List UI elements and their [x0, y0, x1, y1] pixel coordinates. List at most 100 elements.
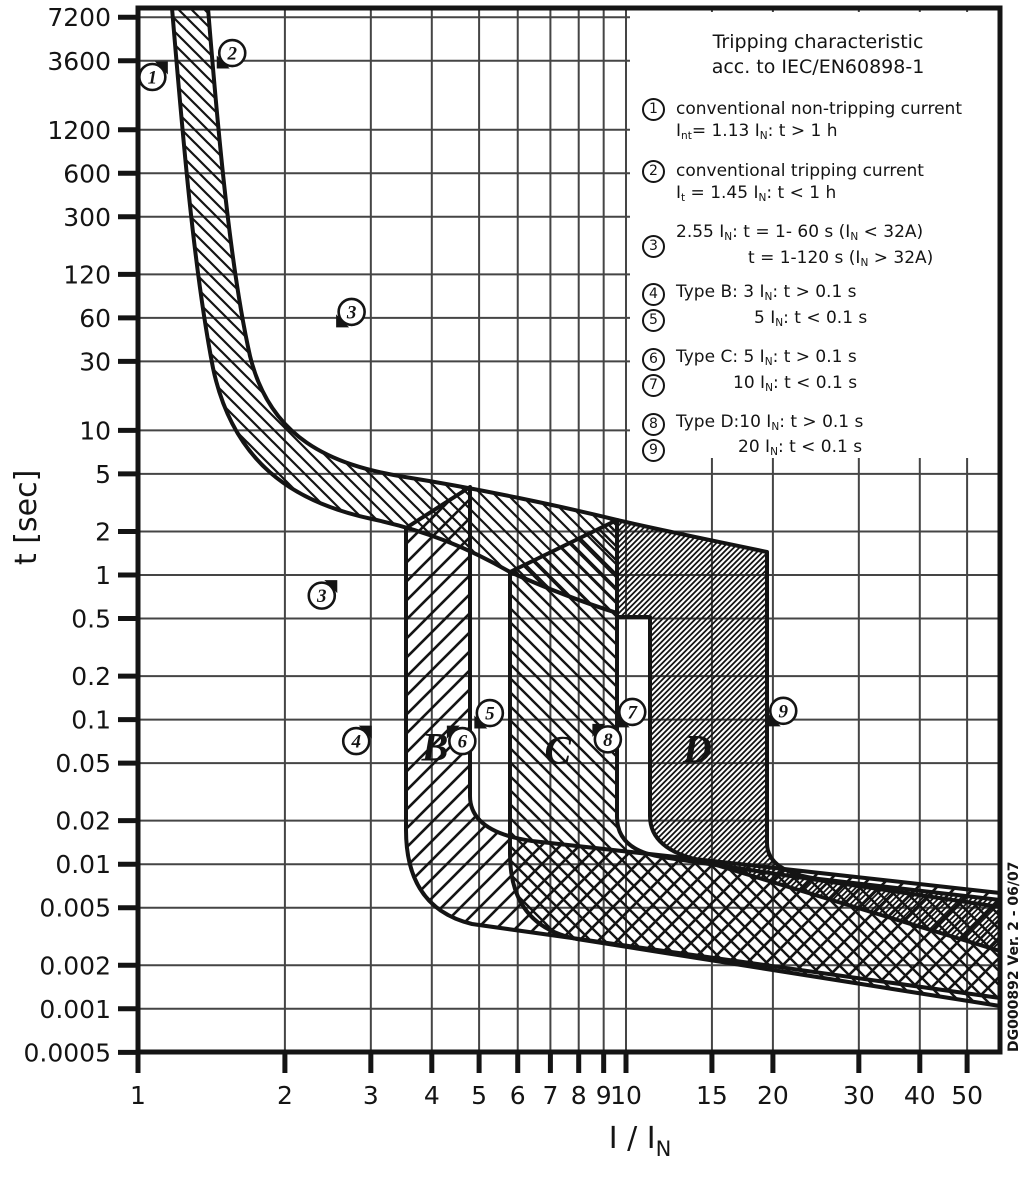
- axis-ticks: [118, 14, 970, 1073]
- y-tick-label-2: 2: [95, 517, 111, 546]
- legend-subscript: N: [850, 230, 859, 243]
- legend-text-segment: Type C: 5 I: [676, 346, 765, 367]
- legend-number-badge-3: 3: [642, 235, 665, 259]
- legend-subscript: N: [771, 420, 780, 433]
- legend-row-8: 8 Type D:10 IN: t > 0.1 s: [628, 412, 1008, 438]
- legend-number-badge-6: 6: [642, 348, 665, 372]
- marker-circle: [593, 725, 623, 754]
- legend-row-text: t = 1-120 s (IN > 32A): [748, 248, 933, 274]
- legend-text-segment: 2.55 I: [676, 221, 725, 242]
- legend-subscript: N: [764, 355, 773, 368]
- band-letter-C: C: [545, 728, 573, 773]
- legend-subscript: N: [758, 191, 767, 204]
- legend-row-5: 5 5 IN: t < 0.1 s: [628, 308, 1008, 334]
- x-tick-label-6: 6: [510, 1081, 526, 1110]
- y-tick-label-0.5: 0.5: [71, 605, 111, 634]
- legend-text-segment: 10 I: [733, 372, 766, 393]
- curve-marker-7: 7: [616, 697, 647, 728]
- legend-row-text: 5 IN: t < 0.1 s: [754, 308, 867, 334]
- legend-number-badge-8: 8: [642, 412, 665, 436]
- marker-number: 8: [603, 730, 613, 751]
- legend-number-badge-5: 5: [642, 309, 665, 333]
- y-tick-label-60: 60: [79, 304, 111, 333]
- legend-text-segment: : t > 0.1 s: [772, 281, 857, 302]
- legend-text-segment: > 32A): [868, 247, 934, 268]
- type-d-band: [615, 518, 1002, 953]
- legend-text-segment: : t < 0.1 s: [783, 307, 868, 328]
- y-tick-label-0.02: 0.02: [55, 807, 111, 836]
- legend-items: 1 conventional non-tripping current Int= 1…: [628, 98, 1008, 463]
- curve-marker-8: 8: [592, 723, 623, 754]
- legend-text-segment: < 32A): [858, 221, 924, 242]
- legend-subscript: N: [724, 230, 733, 243]
- x-tick-label-5: 5: [471, 1081, 487, 1110]
- legend-row-text: Int= 1.13 IN: t > 1 h: [676, 121, 837, 147]
- legend-row-text: Type C: 5 IN: t > 0.1 s: [676, 347, 857, 373]
- legend-text-segment: : t = 1- 60 s (I: [732, 221, 851, 242]
- type-c-band: [508, 518, 1002, 1008]
- marker-number: 5: [485, 704, 495, 725]
- legend-number-badge-7: 7: [642, 374, 665, 398]
- marker-number: 1: [148, 67, 158, 88]
- legend-subscript: N: [770, 446, 778, 459]
- legend-text-segment: : t < 0.1 s: [772, 372, 858, 393]
- legend-subscript: N: [759, 129, 768, 142]
- legend-subscript: N: [764, 290, 773, 303]
- legend-text-segment: : t > 1 h: [767, 121, 838, 141]
- legend-text-segment: : t < 0.1 s: [777, 437, 863, 458]
- y-tick-label-120: 120: [63, 260, 111, 289]
- curve-marker-5: 5: [474, 698, 505, 729]
- y-tick-label-600: 600: [63, 159, 111, 188]
- marker-circle: [475, 698, 505, 728]
- legend-subscript: N: [775, 316, 784, 329]
- y-tick-label-0.005: 0.005: [39, 894, 111, 923]
- legend-number-spacer: [642, 184, 665, 207]
- legend-row-text: 20 IN: t < 0.1 s: [738, 437, 862, 463]
- legend-text-segment: Type D:10 I: [676, 411, 772, 432]
- marker-number: 3: [316, 586, 327, 607]
- y-tick-label-0.0005: 0.0005: [24, 1038, 111, 1067]
- x-tick-label-15: 15: [696, 1081, 728, 1110]
- curve-marker-4: 4: [341, 725, 372, 756]
- legend-row-text: conventional tripping current: [676, 161, 924, 182]
- legend-background: [630, 12, 998, 458]
- legend-row-1: 1 conventional non-tripping current: [628, 98, 1008, 121]
- band-letter-B: B: [421, 725, 449, 770]
- legend-subscript: N: [765, 381, 773, 394]
- axis-tick-labels: 1 2 3 4 5 6 7 8 910 15 20 30 40 507200360012006003001…: [24, 3, 983, 1110]
- y-tick-label-0.001: 0.001: [39, 995, 111, 1024]
- y-tick-label-10: 10: [79, 416, 111, 445]
- x-tick-label-8: 8: [571, 1081, 587, 1110]
- curve-marker-6: 6: [446, 725, 477, 756]
- marker-circle: [617, 697, 647, 727]
- y-tick-label-0.05: 0.05: [55, 749, 111, 778]
- y-tick-label-300: 300: [63, 203, 111, 232]
- y-tick-label-30: 30: [79, 347, 111, 376]
- curve-marker-3: 3: [336, 297, 366, 328]
- x-axis-title: I / IN: [609, 1121, 672, 1161]
- legend-row-4: 4 Type B: 3 IN: t > 0.1 s: [628, 282, 1008, 308]
- curve-marker-9: 9: [767, 696, 798, 727]
- curve-marker-3: 3: [307, 580, 338, 610]
- y-tick-label-1: 1: [95, 561, 111, 590]
- y-tick-label-7200: 7200: [47, 3, 111, 32]
- curve-marker-1: 1: [138, 61, 168, 92]
- y-tick-label-3600: 3600: [47, 47, 111, 76]
- marker-circle: [138, 62, 167, 92]
- legend-row-text: Type B: 3 IN: t > 0.1 s: [676, 282, 857, 308]
- legend-text-segment: Type B: 3 I: [676, 281, 765, 302]
- legend-number-badge-1: 1: [642, 98, 665, 121]
- marker-circle: [217, 38, 247, 68]
- legend-text-segment: : t > 0.1 s: [779, 411, 864, 432]
- legend-row-7: 7 10 IN: t < 0.1 s: [628, 373, 1008, 399]
- legend-text-segment: conventional tripping current: [676, 160, 924, 181]
- x-tick-label-20: 20: [757, 1081, 789, 1110]
- y-tick-label-0.002: 0.002: [39, 951, 111, 980]
- x-tick-label-4: 4: [424, 1081, 440, 1110]
- legend-row-3: 3 2.55 IN: t = 1- 60 s (IN < 32A): [628, 221, 1008, 259]
- x-tick-label-7: 7: [542, 1081, 558, 1110]
- marker-number: 9: [778, 701, 788, 722]
- legend-row-2: 2 conventional tripping current: [628, 159, 1008, 183]
